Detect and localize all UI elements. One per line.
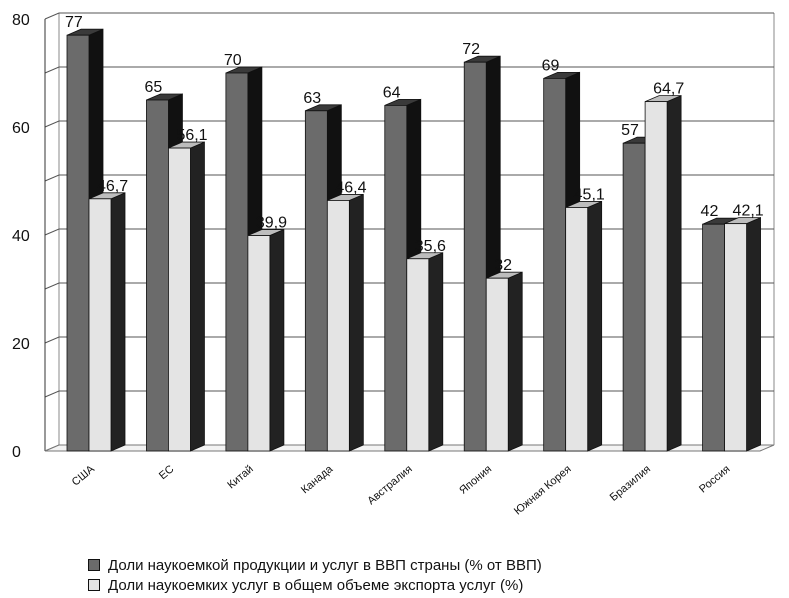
- bar-export-3: [326, 193, 364, 452]
- data-label-gdp: 42: [701, 203, 719, 220]
- y-tick-label: 40: [12, 228, 30, 245]
- x-tick-label: США: [70, 463, 98, 489]
- x-tick-label: Россия: [697, 463, 732, 495]
- bar-export-1: [168, 141, 205, 452]
- legend: Доли наукоемкой продукции и услуг в ВВП …: [88, 555, 542, 595]
- y-tick-label: 60: [12, 120, 30, 137]
- data-label-export: 46,7: [97, 178, 128, 195]
- x-tick-label: Китай: [225, 463, 255, 491]
- data-label-gdp: 64: [383, 84, 401, 101]
- bar-export-8: [724, 217, 761, 452]
- y-tick-label: 80: [12, 12, 30, 29]
- data-label-gdp: 70: [224, 52, 242, 69]
- x-tick-label: Бразилия: [608, 463, 653, 504]
- bar-export-4: [406, 252, 444, 452]
- bar-chart: 0 20 40 60 80 77 46,7 США 65 56,1 ЕС 70 39,9 Китай 63 4…: [12, 12, 775, 518]
- data-label-export: 45,1: [574, 186, 605, 203]
- x-tick-label: ЕС: [157, 463, 176, 482]
- data-label-gdp: 77: [65, 14, 83, 31]
- data-label-export: 64,7: [653, 81, 684, 98]
- bar-export-6: [565, 200, 603, 452]
- data-label-gdp: 57: [621, 122, 639, 139]
- data-label-export: 32: [494, 257, 512, 274]
- y-tick-label: 20: [12, 336, 30, 353]
- legend-label-export: Доли наукоемких услуг в общем объеме экс…: [108, 576, 524, 594]
- x-tick-label: Япония: [457, 463, 494, 497]
- gridline: [44, 390, 774, 398]
- gridline: [44, 12, 774, 20]
- gridline: [44, 336, 774, 344]
- legend-item-gdp: Доли наукоемкой продукции и услуг в ВВП …: [88, 555, 542, 575]
- data-label-gdp: 65: [144, 79, 162, 96]
- legend-swatch-export: [88, 579, 100, 591]
- legend-item-export: Доли наукоемких услуг в общем объеме экс…: [88, 575, 542, 595]
- x-tick-label: Канада: [299, 463, 336, 497]
- x-tick-label: Южная Корея: [512, 463, 574, 517]
- data-label-export: 35,6: [415, 238, 446, 255]
- data-label-gdp: 69: [542, 57, 560, 74]
- gridline: [44, 174, 774, 182]
- bar-export-0: [88, 192, 126, 452]
- legend-swatch-gdp: [88, 559, 100, 571]
- x-tick-label: Австралия: [365, 463, 414, 507]
- gridline: [44, 120, 774, 128]
- data-label-gdp: 63: [303, 90, 321, 107]
- gridline: [44, 66, 774, 74]
- bar-export-5: [485, 271, 523, 452]
- bar-export-7: [644, 95, 682, 452]
- y-tick-label: 0: [12, 444, 21, 461]
- data-label-export: 42,1: [733, 203, 764, 220]
- bar-export-2: [247, 228, 285, 452]
- gridline: [44, 228, 774, 236]
- data-label-export: 46,4: [335, 179, 366, 196]
- data-label-export: 56,1: [176, 127, 207, 144]
- data-label-gdp: 72: [462, 41, 480, 58]
- legend-label-gdp: Доли наукоемкой продукции и услуг в ВВП …: [108, 556, 542, 574]
- gridline: [44, 282, 774, 290]
- data-label-export: 39,9: [256, 215, 287, 232]
